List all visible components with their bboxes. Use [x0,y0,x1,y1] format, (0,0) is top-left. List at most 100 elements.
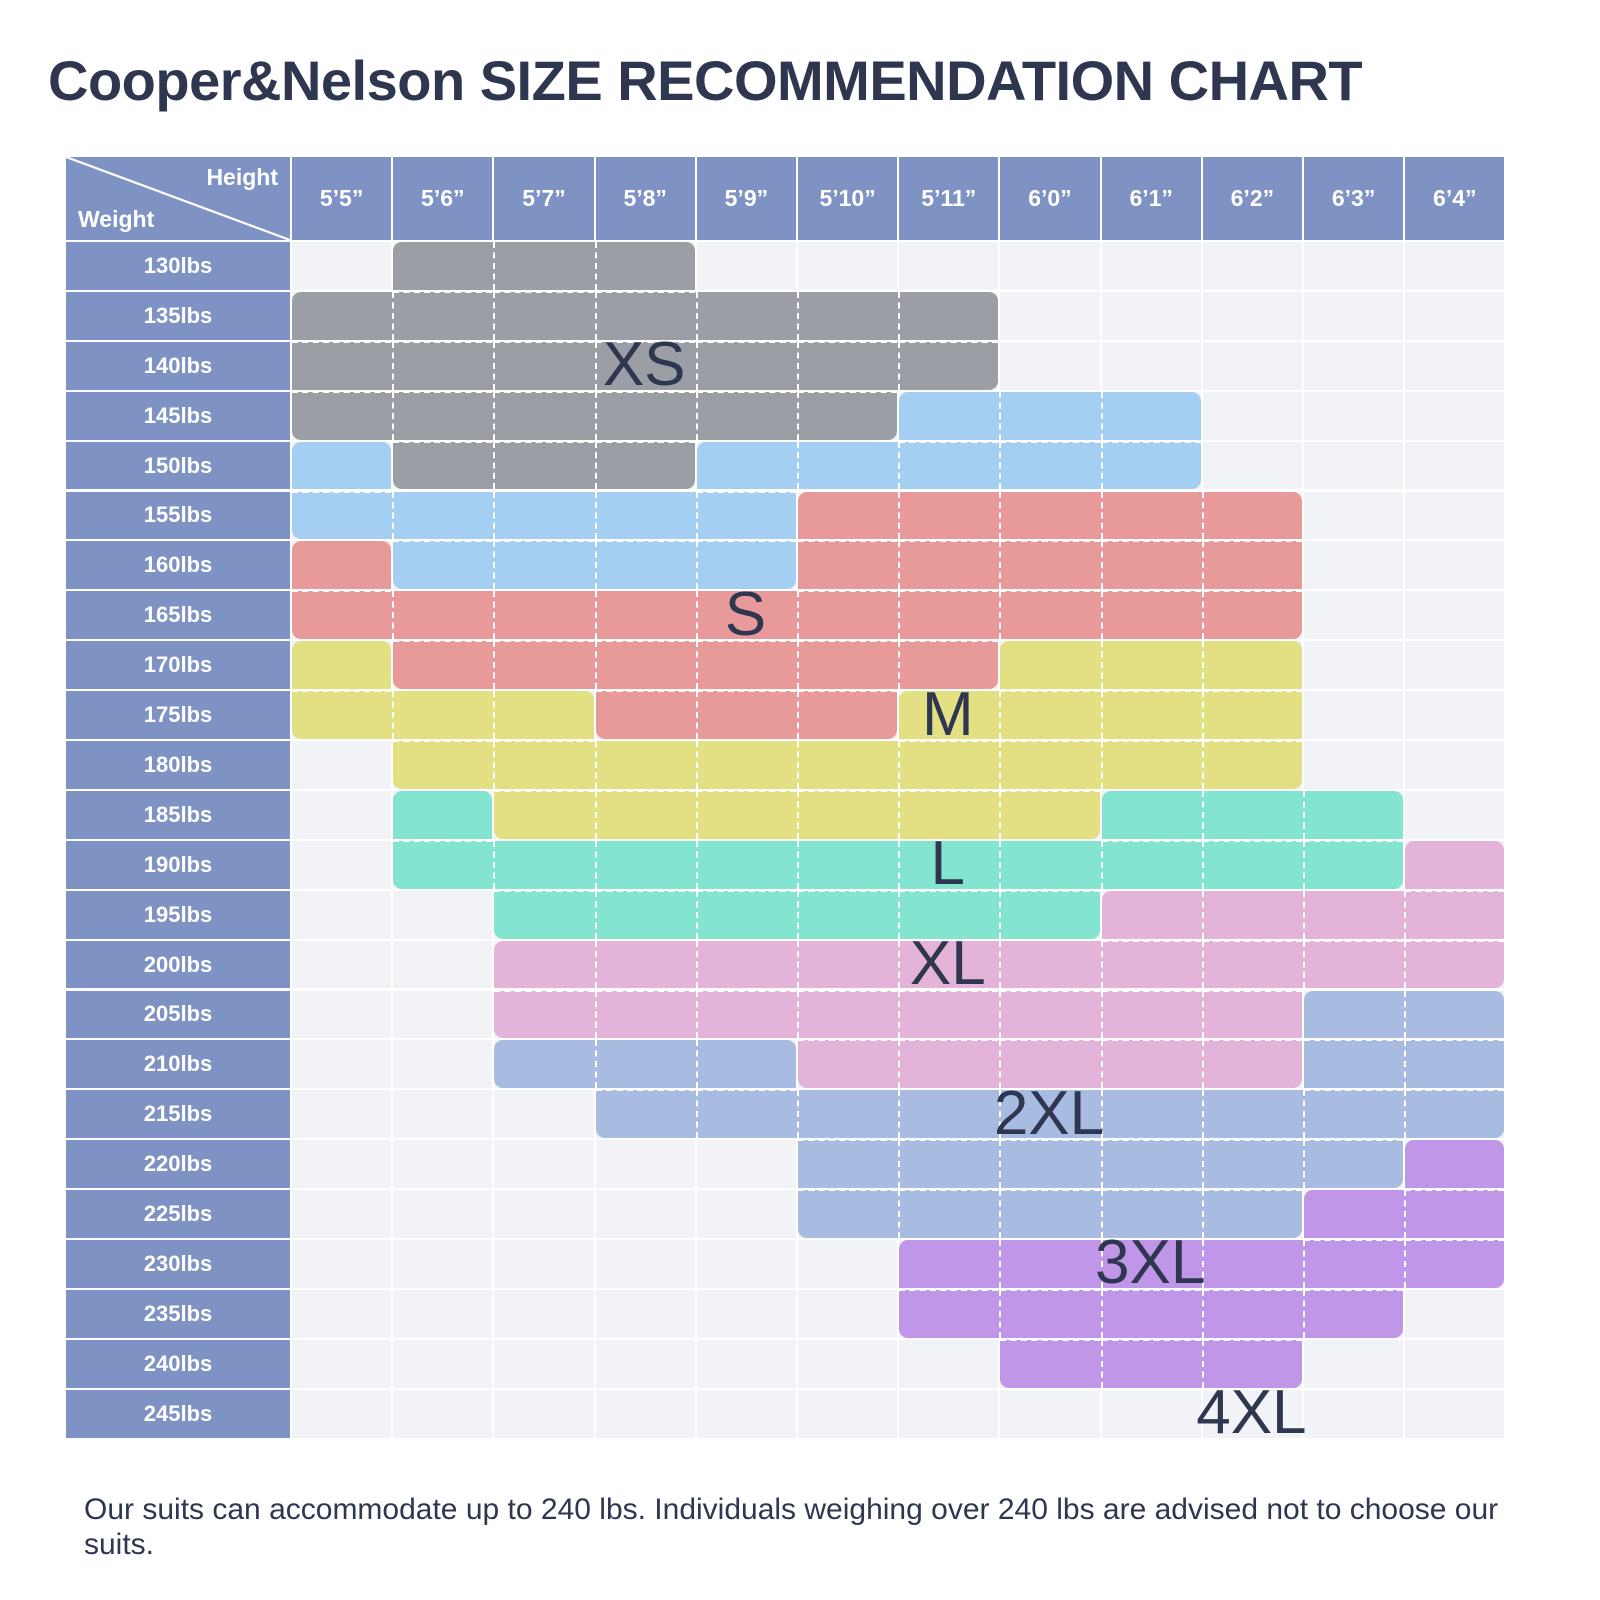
cell-separator [999,1140,1002,1189]
grid-cell-empty [1101,242,1201,290]
size-block-l [292,641,392,690]
cell-separator [1201,840,1204,889]
weight-header-3: 140lbs [66,341,290,390]
grid-cell-empty [1405,242,1505,290]
cell-separator [1101,839,1201,842]
weight-header-16: 205lbs [66,990,290,1039]
grid-cell-empty [696,242,796,290]
grid-cell-empty [292,242,392,290]
cell-separator [1405,1039,1505,1042]
grid-cell-empty [798,1289,898,1338]
cell-separator [595,290,695,293]
size-block-m [798,541,1302,590]
cell-separator [594,391,597,440]
cell-separator [1101,1189,1201,1192]
cell-separator [797,291,799,340]
grid-cell-empty [595,1140,695,1189]
cell-separator [1000,540,1100,543]
cell-separator [494,989,594,992]
cell-separator [1100,691,1103,739]
weight-header-5: 150lbs [66,441,290,490]
cell-separator [1000,1189,1100,1192]
cell-separator [594,940,597,989]
height-header-4: 5’8” [595,157,695,240]
grid-cell-empty [1202,291,1302,340]
weight-axis-label: Weight [78,206,155,232]
cell-separator [392,291,395,340]
grid-cell-empty [1304,242,1404,290]
size-block-s [292,441,392,490]
cell-separator [1100,641,1103,690]
cell-separator [1000,1039,1100,1042]
cell-separator [1201,1090,1204,1139]
cell-separator [898,741,901,789]
grid-cell-empty [1304,541,1404,590]
cell-separator [292,590,392,593]
size-block-4xl [899,1289,1404,1338]
weight-header-8: 165lbs [66,591,290,640]
weight-header-2: 135lbs [66,291,290,340]
cell-separator [898,1090,901,1139]
cell-separator [1101,939,1201,942]
cell-separator [1405,889,1505,892]
grid-cell-empty [1304,1339,1404,1388]
grid-cell-empty [595,1339,695,1388]
corner-header-cell: Height Weight [66,157,290,240]
cell-separator [1000,789,1100,792]
grid-cell-empty [1405,741,1505,789]
cell-separator [393,540,493,543]
size-block-s [393,541,796,590]
grid-cell-empty [1405,1389,1505,1438]
grid-cell-empty [899,242,999,290]
cell-separator [1100,391,1103,440]
height-header-9: 6’1” [1101,157,1201,240]
cell-separator [1303,940,1305,989]
cell-separator [1100,541,1103,590]
cell-separator [898,1190,901,1238]
weight-header-18: 215lbs [66,1090,290,1139]
size-block-2xl [1405,840,1505,889]
cell-separator [696,390,796,393]
cell-separator [898,840,901,889]
cell-separator [1201,940,1204,989]
grid-cell-empty [696,1240,796,1288]
cell-separator [594,741,597,789]
cell-separator [898,541,901,590]
grid-cell-empty [1405,1339,1505,1388]
cell-separator [695,491,698,540]
cell-separator [1405,1239,1505,1241]
cell-separator [696,640,796,643]
cell-separator [999,741,1002,789]
cell-separator [595,889,695,892]
cell-separator [1100,1289,1103,1338]
grid-cell-empty [1101,1389,1201,1438]
grid-cell-empty [292,890,392,939]
grid-cell-empty [798,1240,898,1288]
cell-separator [595,390,695,393]
cell-separator [695,391,698,440]
cell-separator [999,890,1002,939]
grid-cell-empty [494,1289,594,1338]
grid-cell-empty [1304,641,1404,690]
grid-cell-empty [393,890,493,939]
cell-separator [1000,1288,1100,1291]
cell-separator [1201,990,1204,1039]
cell-separator [797,591,799,640]
cell-separator [695,840,698,889]
cell-separator [494,290,594,293]
grid-cell-empty [1000,341,1100,390]
cell-separator [1101,1338,1201,1341]
cell-separator [1101,690,1201,693]
grid-cell-empty [595,1240,695,1288]
cell-separator [292,390,392,393]
cell-separator [1404,990,1407,1039]
cell-separator [595,789,695,792]
cell-separator [1202,1288,1302,1291]
cell-separator [1101,1288,1201,1291]
grid-cell-empty [899,1339,999,1388]
cell-separator [1100,1140,1103,1189]
grid-cell-empty [292,1190,392,1238]
grid-cell-empty [494,1240,594,1288]
grid-cell-empty [292,1289,392,1338]
grid-cell-empty [292,1090,392,1139]
